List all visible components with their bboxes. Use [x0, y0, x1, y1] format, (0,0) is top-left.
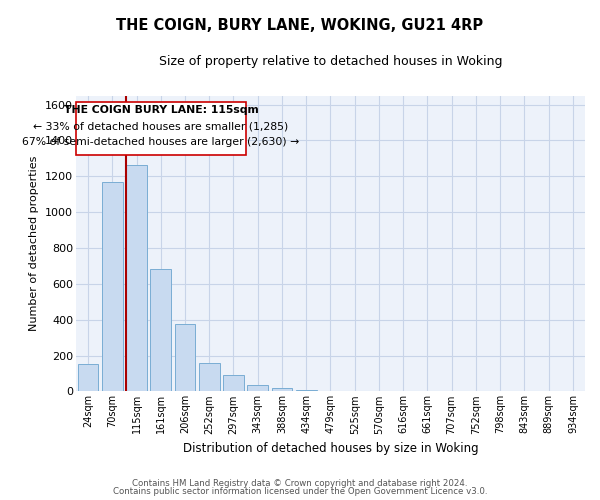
Bar — [175, 324, 195, 392]
Title: Size of property relative to detached houses in Woking: Size of property relative to detached ho… — [159, 55, 502, 68]
Bar — [76, 102, 245, 154]
Y-axis label: Number of detached properties: Number of detached properties — [29, 156, 40, 331]
X-axis label: Distribution of detached houses by size in Woking: Distribution of detached houses by size … — [182, 442, 478, 455]
Bar — [199, 362, 220, 392]
Text: Contains HM Land Registry data © Crown copyright and database right 2024.: Contains HM Land Registry data © Crown c… — [132, 478, 468, 488]
Text: Contains public sector information licensed under the Open Government Licence v3: Contains public sector information licen… — [113, 487, 487, 496]
Bar — [223, 376, 244, 392]
Text: ← 33% of detached houses are smaller (1,285): ← 33% of detached houses are smaller (1,… — [34, 122, 289, 132]
Text: THE COIGN, BURY LANE, WOKING, GU21 4RP: THE COIGN, BURY LANE, WOKING, GU21 4RP — [116, 18, 484, 32]
Bar — [126, 164, 147, 392]
Bar — [78, 364, 98, 392]
Bar — [151, 268, 171, 392]
Bar — [247, 385, 268, 392]
Text: 67% of semi-detached houses are larger (2,630) →: 67% of semi-detached houses are larger (… — [22, 137, 299, 147]
Bar — [296, 390, 317, 392]
Bar — [102, 182, 122, 392]
Bar — [272, 388, 292, 392]
Text: THE COIGN BURY LANE: 115sqm: THE COIGN BURY LANE: 115sqm — [64, 105, 259, 115]
